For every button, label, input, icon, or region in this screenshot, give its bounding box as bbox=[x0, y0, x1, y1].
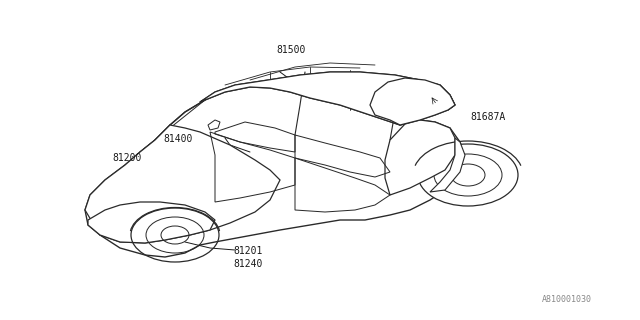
Polygon shape bbox=[208, 120, 220, 130]
Polygon shape bbox=[200, 72, 455, 125]
Ellipse shape bbox=[418, 144, 518, 206]
Polygon shape bbox=[385, 120, 455, 195]
Text: 81500: 81500 bbox=[276, 44, 306, 55]
Polygon shape bbox=[88, 202, 215, 243]
Text: A810001030: A810001030 bbox=[542, 295, 592, 304]
Polygon shape bbox=[370, 78, 455, 125]
Text: 81201: 81201 bbox=[234, 246, 263, 256]
Text: 81400: 81400 bbox=[163, 134, 193, 144]
Polygon shape bbox=[85, 125, 280, 243]
Ellipse shape bbox=[451, 164, 485, 186]
Polygon shape bbox=[430, 138, 465, 192]
Polygon shape bbox=[85, 87, 465, 257]
Text: 81687A: 81687A bbox=[470, 112, 506, 122]
Text: 81240: 81240 bbox=[234, 259, 263, 269]
Ellipse shape bbox=[434, 154, 502, 196]
Text: 81200: 81200 bbox=[112, 153, 141, 164]
